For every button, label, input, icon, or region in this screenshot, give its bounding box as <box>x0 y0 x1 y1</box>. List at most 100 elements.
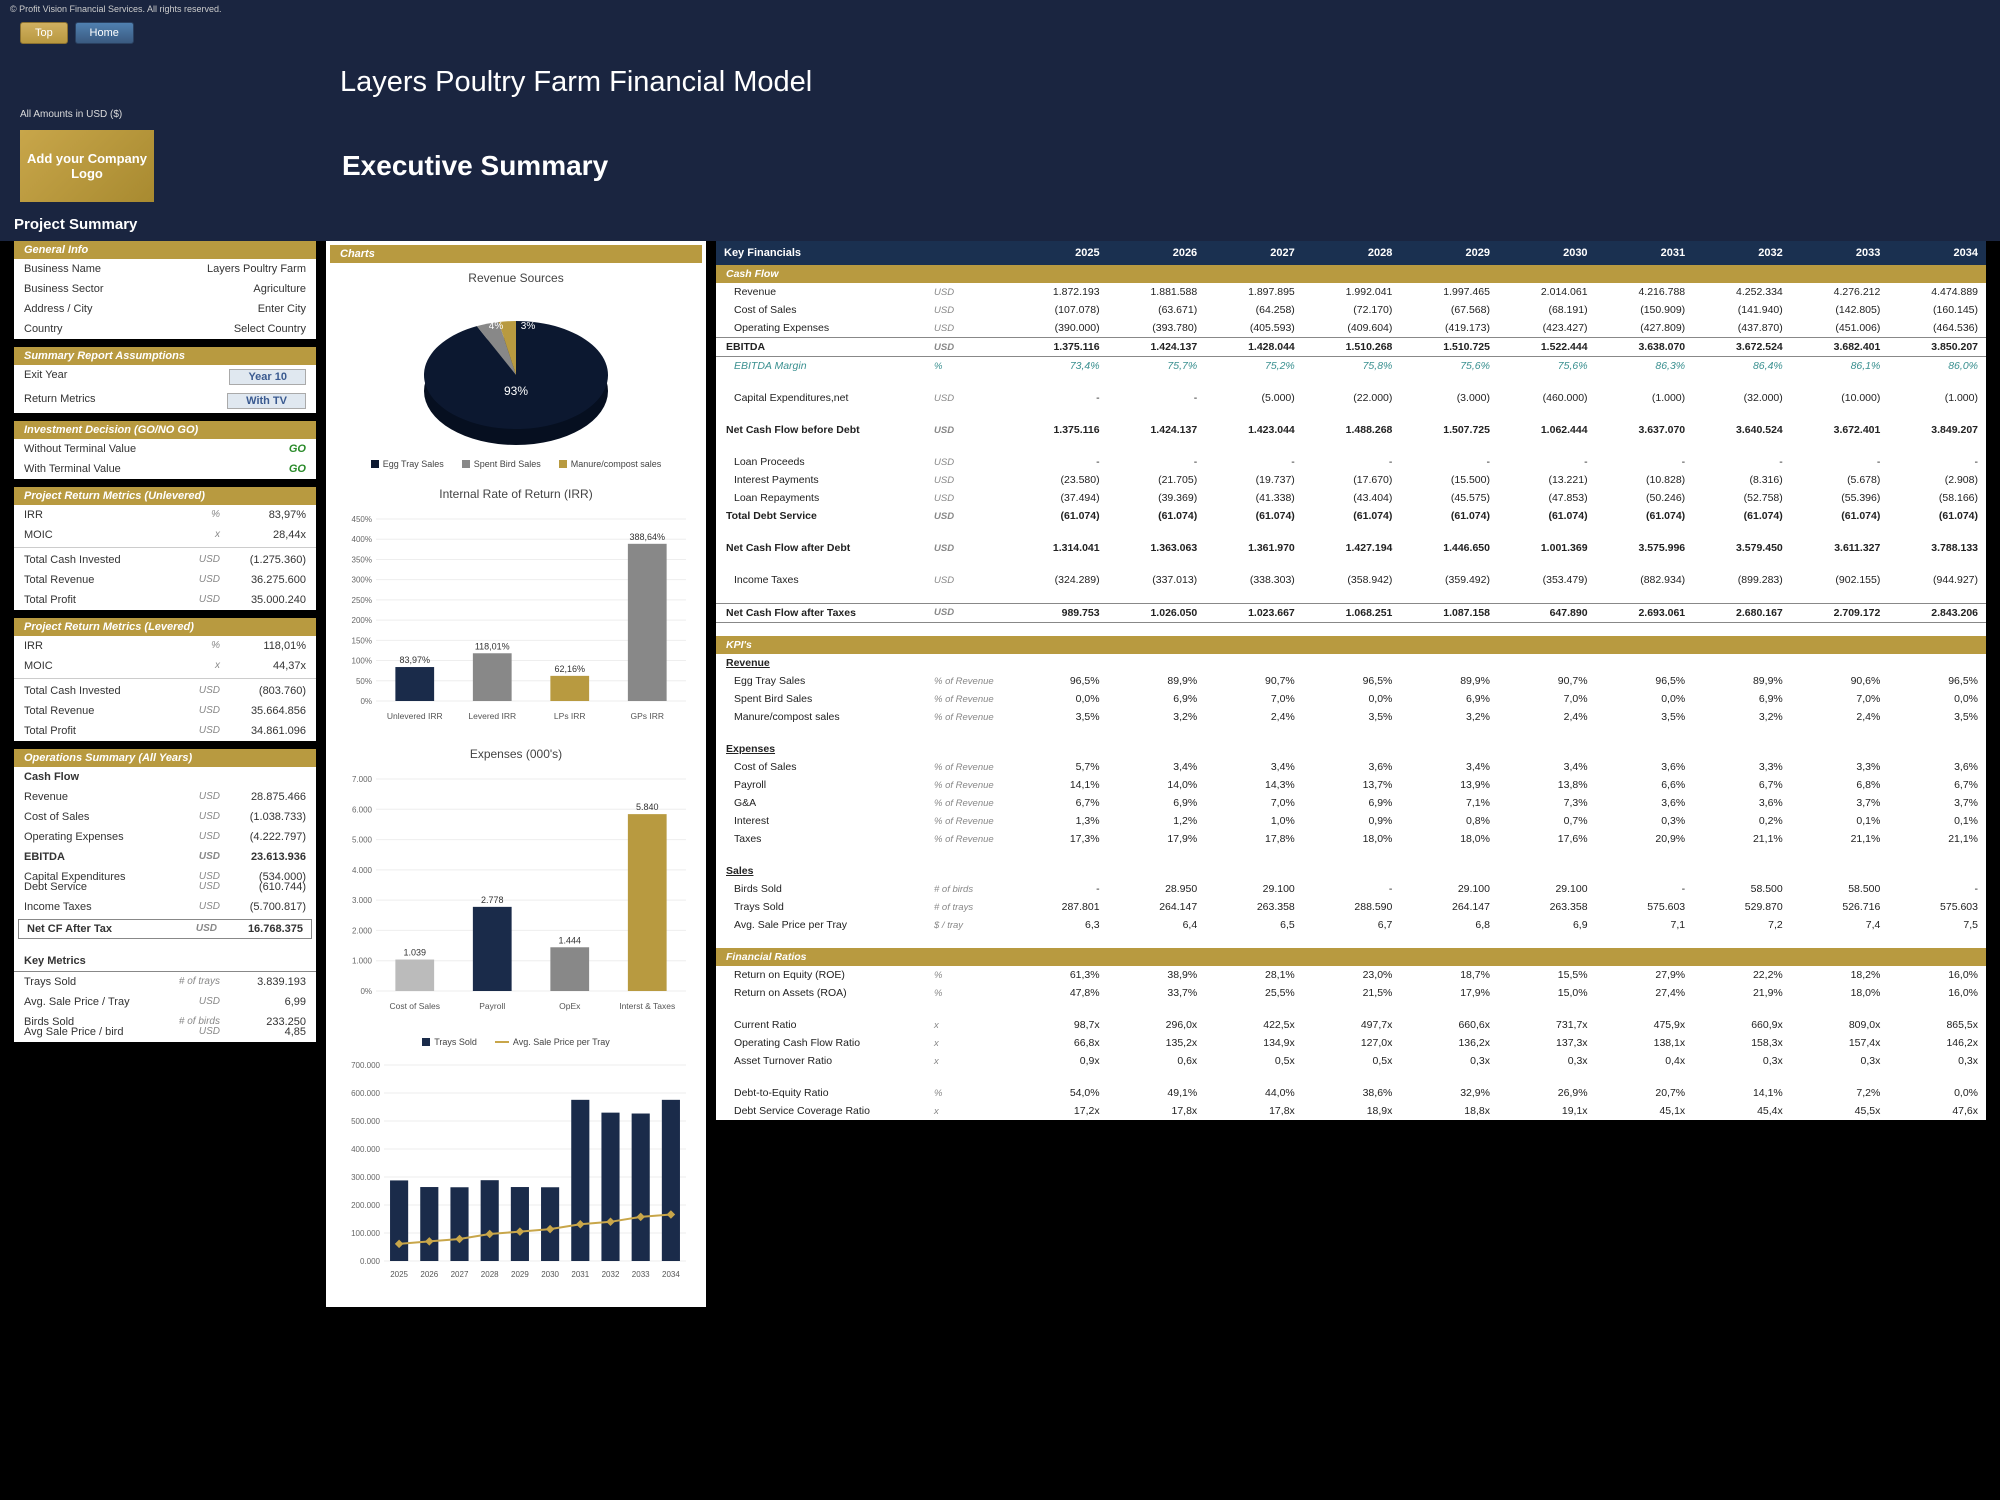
data-row: MOICx44,37x <box>14 656 316 676</box>
svg-text:93%: 93% <box>504 384 528 398</box>
key-financials-table: Key Financials20252026202720282029203020… <box>716 241 1986 1120</box>
svg-text:3.000: 3.000 <box>352 896 373 905</box>
svg-text:2032: 2032 <box>602 1270 620 1279</box>
amounts-note: All Amounts in USD ($) <box>0 105 2000 124</box>
data-row: Net CF After TaxUSD16.768.375 <box>18 919 312 939</box>
data-row: IRR%83,97% <box>14 505 316 525</box>
svg-text:Payroll: Payroll <box>479 1001 505 1011</box>
svg-text:2031: 2031 <box>571 1270 589 1279</box>
financials-column: Key Financials20252026202720282029203020… <box>716 241 1986 1315</box>
data-row: Income TaxesUSD(5.700.817) <box>14 897 316 917</box>
svg-text:0%: 0% <box>360 697 372 706</box>
option-button[interactable]: Year 10 <box>229 369 306 385</box>
data-row: Trays Sold# of trays3.839.193 <box>14 972 316 992</box>
svg-text:2025: 2025 <box>390 1270 408 1279</box>
general-info-header: General Info <box>14 241 316 259</box>
data-row: IRR%118,01% <box>14 636 316 656</box>
svg-text:4%: 4% <box>489 321 504 332</box>
left-column: General Info Business NameLayers Poultry… <box>14 241 316 1315</box>
header: Layers Poultry Farm Financial Model <box>0 48 2000 105</box>
legend-item: Manure/compost sales <box>559 459 662 469</box>
data-row: EBITDAUSD23.613.936 <box>14 847 316 867</box>
trays-svg: 0.000100.000200.000300.000400.000500.000… <box>336 1055 696 1285</box>
home-button[interactable]: Home <box>75 22 134 44</box>
svg-text:400%: 400% <box>352 535 372 544</box>
data-row: Exit YearYear 10 <box>14 365 316 389</box>
levered-header: Project Return Metrics (Levered) <box>14 618 316 636</box>
general-info-panel: General Info Business NameLayers Poultry… <box>14 241 316 339</box>
data-row: Address / CityEnter City <box>14 299 316 319</box>
svg-text:500.000: 500.000 <box>351 1117 380 1126</box>
data-row: Operating ExpensesUSD(4.222.797) <box>14 827 316 847</box>
svg-text:OpEx: OpEx <box>559 1001 581 1011</box>
logo-row: Add your Company Logo Executive Summary <box>0 124 2000 208</box>
svg-text:2034: 2034 <box>662 1270 680 1279</box>
svg-text:1.039: 1.039 <box>403 948 426 958</box>
option-button[interactable]: With TV <box>227 393 306 409</box>
data-row: Return MetricsWith TV <box>14 389 316 413</box>
investment-decision-header: Investment Decision (GO/NO GO) <box>14 421 316 439</box>
data-row: MOICx28,44x <box>14 525 316 545</box>
data-row: Total Cash InvestedUSD(1.275.360) <box>14 547 316 570</box>
pie-svg: 93% 4% 3% <box>386 293 646 453</box>
svg-text:2030: 2030 <box>541 1270 559 1279</box>
irr-bar-chart: Internal Rate of Return (IRR) 0%50%100%1… <box>336 487 696 729</box>
svg-text:100%: 100% <box>352 657 372 666</box>
executive-summary-title: Executive Summary <box>342 150 608 182</box>
svg-text:450%: 450% <box>352 515 372 524</box>
unlevered-header: Project Return Metrics (Unlevered) <box>14 487 316 505</box>
project-summary-header: Project Summary <box>0 208 2000 241</box>
data-row: With Terminal ValueGO <box>14 459 316 479</box>
top-button[interactable]: Top <box>20 22 68 44</box>
svg-text:2026: 2026 <box>420 1270 438 1279</box>
exp-svg: 0%1.0002.0003.0004.0005.0006.0007.0001.0… <box>336 769 696 1019</box>
data-row: Total ProfitUSD35.000.240 <box>14 590 316 610</box>
data-row: Business NameLayers Poultry Farm <box>14 259 316 279</box>
data-row: Capital ExpendituresUSD(534.000) <box>14 867 316 877</box>
svg-text:6.000: 6.000 <box>352 805 373 814</box>
summary-assumptions-header: Summary Report Assumptions <box>14 347 316 365</box>
key-metrics-subheader: Key Metrics <box>14 951 316 972</box>
data-row: Total ProfitUSD34.861.096 <box>14 721 316 741</box>
svg-text:400.000: 400.000 <box>351 1145 380 1154</box>
svg-text:Interst & Taxes: Interst & Taxes <box>619 1001 675 1011</box>
svg-text:600.000: 600.000 <box>351 1089 380 1098</box>
svg-text:2.778: 2.778 <box>481 895 504 905</box>
trays-combo-chart: Trays Sold Avg. Sale Price per Tray 0.00… <box>336 1037 696 1285</box>
company-logo-placeholder[interactable]: Add your Company Logo <box>20 130 154 202</box>
svg-text:4.000: 4.000 <box>352 866 373 875</box>
svg-text:3%: 3% <box>521 321 536 332</box>
svg-text:2033: 2033 <box>632 1270 650 1279</box>
svg-text:150%: 150% <box>352 636 372 645</box>
svg-text:200%: 200% <box>352 616 372 625</box>
levered-panel: Project Return Metrics (Levered) IRR%118… <box>14 618 316 741</box>
pie-title: Revenue Sources <box>336 271 696 285</box>
svg-text:388,64%: 388,64% <box>629 532 665 542</box>
data-row: Total RevenueUSD36.275.600 <box>14 570 316 590</box>
trays-legend: Trays Sold Avg. Sale Price per Tray <box>336 1037 696 1047</box>
svg-text:200.000: 200.000 <box>351 1201 380 1210</box>
operations-header: Operations Summary (All Years) <box>14 749 316 767</box>
data-row: CountrySelect Country <box>14 319 316 339</box>
data-row: Total RevenueUSD35.664.856 <box>14 701 316 721</box>
data-row: Birds Sold# of birds233.250 <box>14 1012 316 1022</box>
svg-text:GPs IRR: GPs IRR <box>630 711 664 721</box>
svg-text:83,97%: 83,97% <box>399 655 430 665</box>
svg-text:Cost of Sales: Cost of Sales <box>389 1001 440 1011</box>
investment-decision-panel: Investment Decision (GO/NO GO) Without T… <box>14 421 316 479</box>
operations-panel: Operations Summary (All Years) Cash Flow… <box>14 749 316 1042</box>
svg-text:2028: 2028 <box>481 1270 499 1279</box>
svg-text:118,01%: 118,01% <box>475 641 510 651</box>
svg-text:5.840: 5.840 <box>636 802 659 812</box>
irr-svg: 0%50%100%150%200%250%300%350%400%450%83,… <box>336 509 696 729</box>
svg-text:300.000: 300.000 <box>351 1173 380 1182</box>
legend-item: Spent Bird Sales <box>462 459 541 469</box>
svg-text:2.000: 2.000 <box>352 926 373 935</box>
svg-text:5.000: 5.000 <box>352 836 373 845</box>
data-row: Business SectorAgriculture <box>14 279 316 299</box>
svg-text:700.000: 700.000 <box>351 1061 380 1070</box>
revenue-pie-chart: Revenue Sources 93%4%3% Egg Tray SalesSp… <box>336 271 696 469</box>
svg-text:1.000: 1.000 <box>352 957 373 966</box>
svg-text:100.000: 100.000 <box>351 1229 380 1238</box>
charts-header: Charts <box>330 245 702 263</box>
